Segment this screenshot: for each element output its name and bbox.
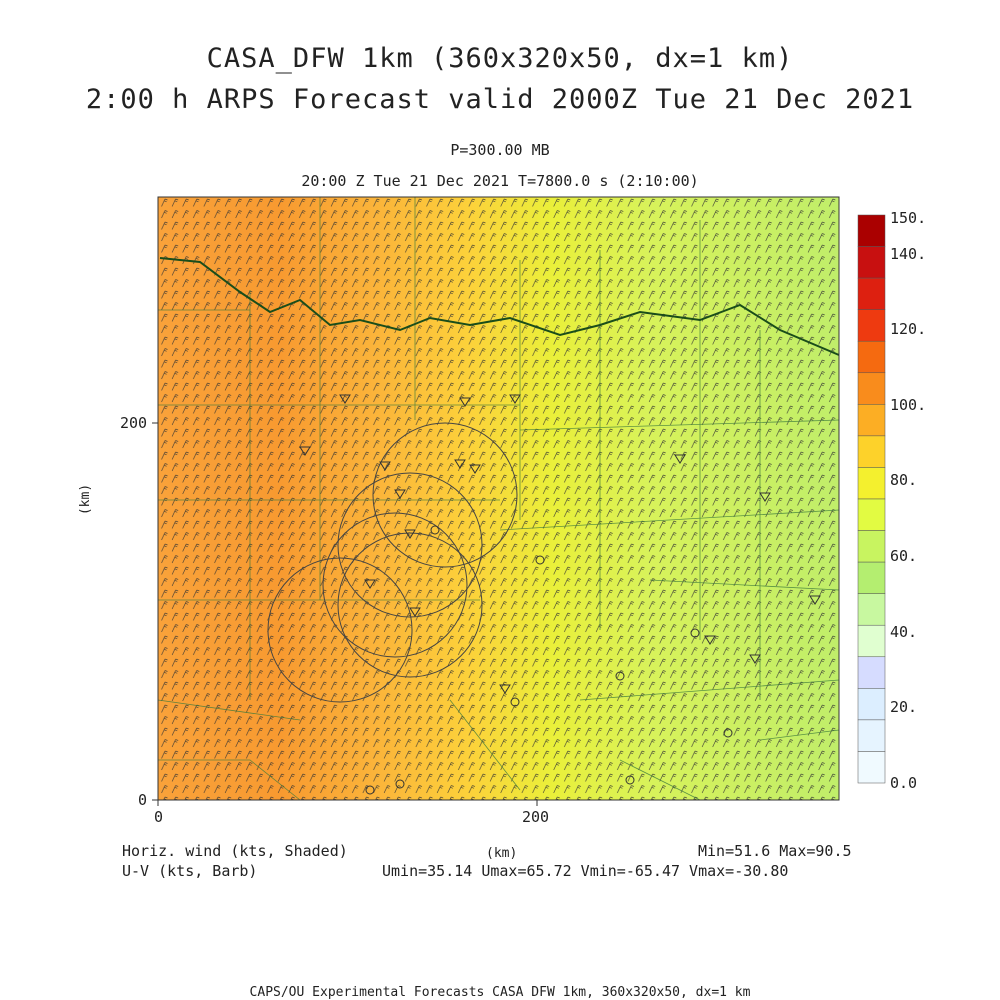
colorbar-label: 40. [890,623,918,641]
colorbar-swatch [857,277,886,310]
colorbar-swatch [857,340,886,374]
colorbar-swatch [857,593,886,626]
x-tick-200: 200 [522,808,550,826]
colorbar [857,214,886,784]
colorbar-swatch [857,404,886,437]
colorbar-swatch [857,467,886,500]
colorbar-swatch [857,498,886,531]
colorbar-swatch [857,688,886,721]
colorbar-swatch [857,435,886,468]
county-boundaries [157,197,840,801]
colorbar-label: 0.0 [890,774,918,792]
y-axis-label: (km) [78,483,94,516]
map-plot-area [157,196,840,801]
title-line-1: CASA_DFW 1km (360x320x50, dx=1 km) [206,43,794,74]
colorbar-swatch [857,624,886,658]
y-tick-0: 0 [138,791,148,809]
pressure-level: P=300.00 MB [450,141,550,159]
colorbar-swatch [857,214,886,247]
axis-ticks [152,422,538,806]
radar-range-rings [267,422,518,703]
colorbar-label: 140. [890,245,927,263]
river-boundary [159,257,840,356]
colorbar-swatch [857,719,886,752]
uv-range-readout: Umin=35.14 Umax=65.72 Vmin=-65.47 Vmax=-… [382,862,789,880]
colorbar-label: 100. [890,396,927,414]
colorbar-swatch [857,246,886,279]
colorbar-swatch [857,530,886,563]
y-tick-200: 200 [120,414,148,432]
colorbar-label: 80. [890,471,918,489]
colorbar-swatch [857,561,886,594]
colorbar-label: 150. [890,209,927,227]
x-tick-0: 0 [154,808,164,826]
colorbar-label: 20. [890,698,918,716]
valid-time: 20:00 Z Tue 21 Dec 2021 T=7800.0 s (2:10… [301,172,699,190]
colorbar-label: 60. [890,547,918,565]
title-line-2: 2:00 h ARPS Forecast valid 2000Z Tue 21 … [85,84,915,115]
colorbar-swatch [857,656,886,689]
colorbar-swatch [857,309,886,342]
legend-left-line-1: Horiz. wind (kts, Shaded) [122,842,348,860]
colorbar-label: 120. [890,320,927,338]
station-markers [299,394,821,795]
colorbar-swatch [857,372,886,405]
footer: CAPS/OU Experimental Forecasts CASA DFW … [249,985,751,1000]
x-axis-label: (km) [486,846,518,861]
min-max-readout: Min=51.6 Max=90.5 [698,842,852,860]
legend-left-line-2: U-V (kts, Barb) [122,862,258,880]
colorbar-swatch [857,751,886,784]
